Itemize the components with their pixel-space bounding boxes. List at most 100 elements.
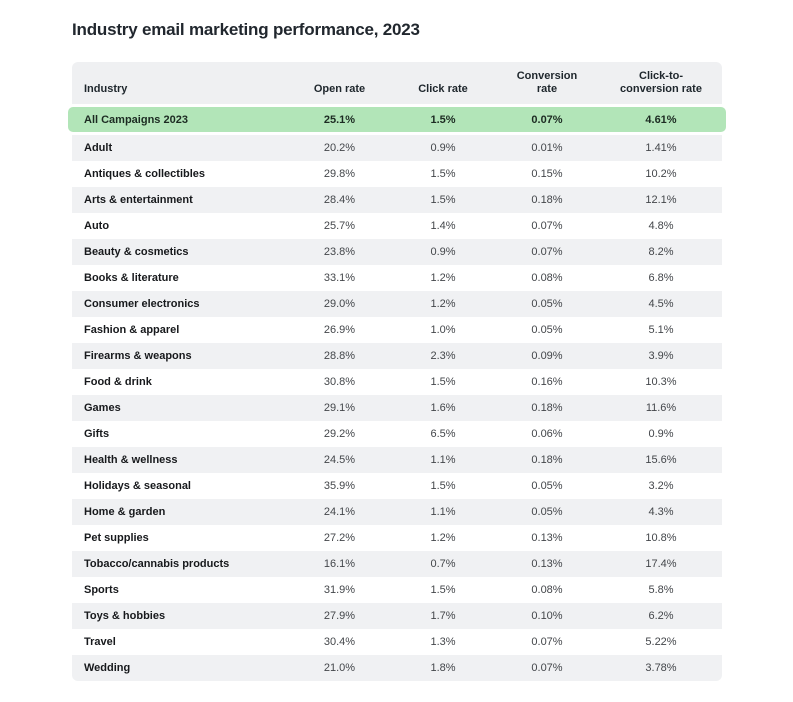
industry-cell: Tobacco/cannabis products — [84, 558, 230, 570]
click-rate-cell: 0.9% — [430, 246, 456, 258]
industry-cell: Sports — [84, 584, 119, 596]
conversion-rate-cell: 0.18% — [531, 194, 563, 206]
click-rate-cell: 6.5% — [430, 428, 456, 440]
table-row: Health & wellness 24.5% 1.1% 0.18% 15.6% — [72, 447, 722, 473]
click-rate-cell: 1.1% — [430, 454, 456, 466]
conversion-rate-cell: 0.13% — [531, 558, 563, 570]
industry-performance-table: Industry Open rate Click rate Conversion… — [68, 62, 726, 681]
table-row: Arts & entertainment 28.4% 1.5% 0.18% 12.1% — [72, 187, 722, 213]
click-rate-cell: 1.6% — [430, 402, 456, 414]
click-to-conversion-rate-cell: 10.3% — [645, 376, 677, 388]
click-rate-cell: 1.5% — [430, 113, 456, 126]
click-rate-cell: 1.1% — [430, 506, 456, 518]
click-to-conversion-rate-cell: 6.2% — [648, 610, 674, 622]
industry-cell: Gifts — [84, 428, 110, 440]
table-row: Adult 20.2% 0.9% 0.01% 1.41% — [72, 135, 722, 161]
open-rate-cell: 24.1% — [323, 506, 356, 518]
click-to-conversion-rate-cell: 6.8% — [648, 272, 674, 284]
click-rate-cell: 1.3% — [430, 636, 456, 648]
click-rate-cell: 1.2% — [430, 298, 456, 310]
conversion-rate-cell: 0.07% — [531, 246, 563, 258]
click-rate-cell: 0.7% — [430, 558, 456, 570]
table-row: Antiques & collectibles 29.8% 1.5% 0.15% 10.… — [72, 161, 722, 187]
table-row: Games 29.1% 1.6% 0.18% 11.6% — [72, 395, 722, 421]
industry-cell: Firearms & weapons — [84, 350, 192, 362]
click-to-conversion-rate-cell: 11.6% — [645, 402, 677, 414]
industry-cell: Antiques & collectibles — [84, 168, 206, 180]
open-rate-cell: 30.8% — [323, 376, 356, 388]
conversion-rate-cell: 0.07% — [531, 662, 563, 674]
open-rate-cell: 29.0% — [323, 298, 356, 310]
conversion-rate-cell: 0.16% — [531, 376, 563, 388]
table-row: Gifts 29.2% 6.5% 0.06% 0.9% — [72, 421, 722, 447]
table-row: Wedding 21.0% 1.8% 0.07% 3.78% — [72, 655, 722, 681]
table-row: Sports 31.9% 1.5% 0.08% 5.8% — [72, 577, 722, 603]
conversion-rate-cell: 0.13% — [531, 532, 563, 544]
click-rate-cell: 1.0% — [430, 324, 456, 336]
click-to-conversion-rate-cell: 12.1% — [645, 194, 677, 206]
table-row: Beauty & cosmetics 23.8% 0.9% 0.07% 8.2% — [72, 239, 722, 265]
click-to-conversion-rate-cell: 5.1% — [648, 324, 674, 336]
conversion-rate-cell: 0.08% — [531, 272, 563, 284]
table-row: Fashion & apparel 26.9% 1.0% 0.05% 5.1% — [72, 317, 722, 343]
industry-cell: Auto — [84, 220, 110, 232]
column-header-conversion-rate: Conversion rate — [516, 70, 578, 95]
open-rate-cell: 25.1% — [323, 113, 356, 126]
table-row: Auto 25.7% 1.4% 0.07% 4.8% — [72, 213, 722, 239]
click-to-conversion-rate-cell: 5.22% — [645, 636, 677, 648]
industry-cell: Food & drink — [84, 376, 152, 388]
industry-cell: Adult — [84, 142, 113, 154]
table-row: Toys & hobbies 27.9% 1.7% 0.10% 6.2% — [72, 603, 722, 629]
open-rate-cell: 20.2% — [323, 142, 356, 154]
industry-cell: Consumer electronics — [84, 298, 200, 310]
click-rate-cell: 1.5% — [430, 168, 456, 180]
conversion-rate-cell: 0.07% — [531, 113, 563, 126]
table-row: Pet supplies 27.2% 1.2% 0.13% 10.8% — [72, 525, 722, 551]
open-rate-cell: 29.2% — [323, 428, 356, 440]
open-rate-cell: 35.9% — [323, 480, 356, 492]
industry-cell: Travel — [84, 636, 116, 648]
open-rate-cell: 16.1% — [323, 558, 356, 570]
conversion-rate-cell: 0.18% — [531, 454, 563, 466]
click-to-conversion-rate-cell: 4.61% — [645, 113, 677, 126]
conversion-rate-cell: 0.07% — [531, 220, 563, 232]
click-to-conversion-rate-cell: 1.41% — [645, 142, 677, 154]
click-rate-cell: 1.5% — [430, 376, 456, 388]
column-header-click-to-conversion-rate: Click-to-conversion rate — [620, 70, 702, 95]
conversion-rate-cell: 0.10% — [531, 610, 563, 622]
open-rate-cell: 31.9% — [323, 584, 356, 596]
industry-cell: Holidays & seasonal — [84, 480, 191, 492]
industry-cell: Toys & hobbies — [84, 610, 166, 622]
click-rate-cell: 1.2% — [430, 272, 456, 284]
conversion-rate-cell: 0.05% — [531, 480, 563, 492]
click-to-conversion-rate-cell: 4.5% — [648, 298, 674, 310]
conversion-rate-cell: 0.05% — [531, 298, 563, 310]
column-header-open-rate: Open rate — [313, 82, 366, 95]
click-to-conversion-rate-cell: 15.6% — [645, 454, 677, 466]
click-rate-cell: 1.8% — [430, 662, 456, 674]
open-rate-cell: 30.4% — [323, 636, 356, 648]
industry-cell: Health & wellness — [84, 454, 178, 466]
page-title: Industry email marketing performance, 20… — [72, 20, 420, 39]
conversion-rate-cell: 0.07% — [531, 636, 563, 648]
open-rate-cell: 25.7% — [323, 220, 356, 232]
table-row: Firearms & weapons 28.8% 2.3% 0.09% 3.9% — [72, 343, 722, 369]
click-to-conversion-rate-cell: 3.2% — [648, 480, 674, 492]
open-rate-cell: 26.9% — [323, 324, 356, 336]
click-to-conversion-rate-cell: 0.9% — [648, 428, 674, 440]
industry-cell: Wedding — [84, 662, 131, 674]
conversion-rate-cell: 0.01% — [531, 142, 563, 154]
click-rate-cell: 0.9% — [430, 142, 456, 154]
click-to-conversion-rate-cell: 10.2% — [645, 168, 677, 180]
table-row: Consumer electronics 29.0% 1.2% 0.05% 4.5% — [72, 291, 722, 317]
open-rate-cell: 29.1% — [323, 402, 356, 414]
industry-cell: Beauty & cosmetics — [84, 246, 189, 258]
click-to-conversion-rate-cell: 3.9% — [648, 350, 674, 362]
click-rate-cell: 1.2% — [430, 532, 456, 544]
click-to-conversion-rate-cell: 8.2% — [648, 246, 674, 258]
click-to-conversion-rate-cell: 4.8% — [648, 220, 674, 232]
table-row: Food & drink 30.8% 1.5% 0.16% 10.3% — [72, 369, 722, 395]
column-header-industry: Industry — [84, 82, 128, 95]
column-header-click-rate: Click rate — [418, 82, 468, 95]
table-row-all-campaigns-highlight: All Campaigns 2023 25.1% 1.5% 0.07% 4.61… — [68, 107, 726, 132]
